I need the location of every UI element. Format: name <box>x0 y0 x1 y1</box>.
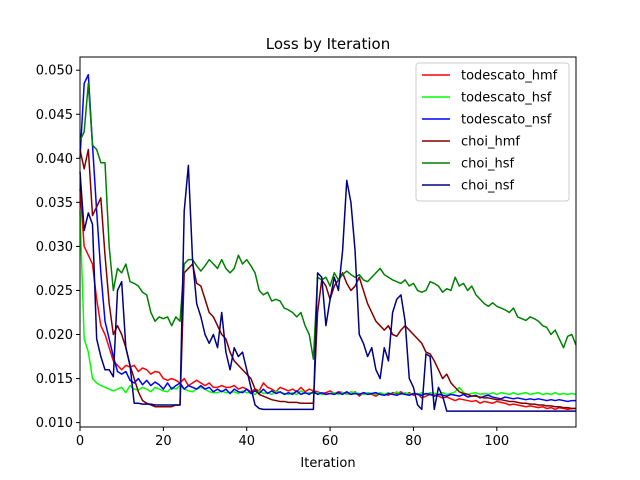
legend-label-choi_hsf: choi_hsf <box>461 157 514 172</box>
x-tick-label: 40 <box>238 434 255 449</box>
x-axis-ticks: 0 20 40 60 80 100 <box>76 427 509 449</box>
chart-title: Loss by Iteration <box>266 35 390 53</box>
axes-frame <box>79 56 577 428</box>
y-tick-label: 0.010 <box>36 416 73 431</box>
series-line-todescato_nsf <box>79 73 576 403</box>
series-line-choi_hsf <box>79 82 577 360</box>
series-lines <box>79 73 577 412</box>
x-tick-label: 60 <box>322 434 339 449</box>
x-axis-label: Iteration <box>300 456 355 471</box>
series-line-todescato_hmf <box>79 189 576 411</box>
x-tick-label: 100 <box>484 434 509 449</box>
y-tick-label: 0.045 <box>36 108 73 123</box>
legend: todescato_hmf todescato_hsf todescato_nsfc… <box>415 62 570 202</box>
legend-label-todescato_hsf: todescato_hsf <box>461 91 552 106</box>
y-tick-label: 0.040 <box>36 152 73 167</box>
y-tick-label: 0.015 <box>36 372 73 387</box>
y-tick-label: 0.030 <box>36 240 73 255</box>
legend-label-choi_hmf: choi_hmf <box>461 135 520 150</box>
series-line-choi_nsf <box>79 164 576 412</box>
y-tick-label: 0.035 <box>36 196 73 211</box>
legend-label-todescato_hmf: todescato_hmf <box>461 69 558 84</box>
y-tick-label: 0.025 <box>36 284 73 299</box>
y-tick-label: 0.020 <box>36 328 73 343</box>
y-axis-ticks: 0.010 0.015 0.020 0.025 0.030 0.035 0.040 0.045… <box>36 64 80 431</box>
x-tick-label: 80 <box>405 434 422 449</box>
x-tick-label: 0 <box>76 434 84 449</box>
series-line-choi_hmf <box>79 148 576 410</box>
legend-label-todescato_nsf: todescato_nsf <box>461 113 552 128</box>
legend-box <box>415 62 570 202</box>
y-tick-label: 0.050 <box>36 64 73 79</box>
legend-label-choi_nsf: choi_nsf <box>461 179 514 194</box>
x-tick-label: 20 <box>155 434 172 449</box>
